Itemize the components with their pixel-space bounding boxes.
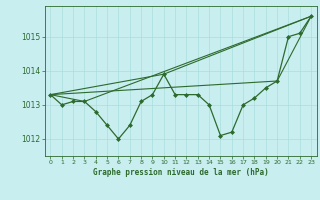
X-axis label: Graphe pression niveau de la mer (hPa): Graphe pression niveau de la mer (hPa): [93, 168, 269, 177]
